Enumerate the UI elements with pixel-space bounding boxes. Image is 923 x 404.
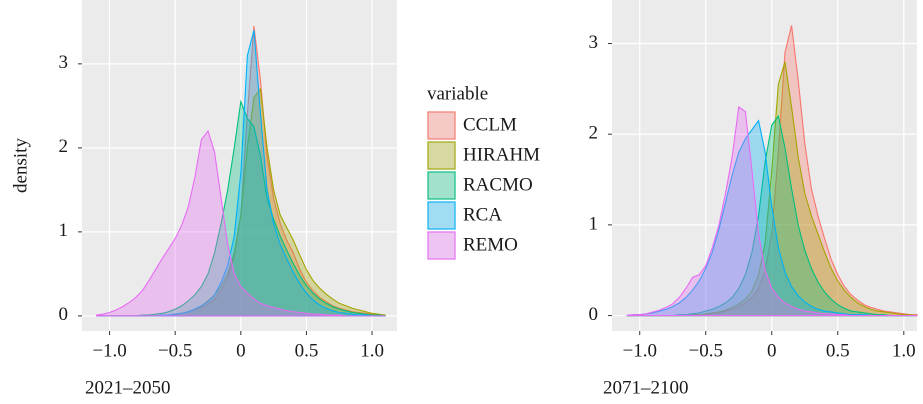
x-tick-label: −1.0 — [92, 340, 126, 361]
x-tick-label: 1.0 — [360, 340, 384, 361]
density-area — [626, 106, 917, 317]
legend-title: variable — [427, 83, 488, 104]
legend-key — [427, 141, 456, 170]
x-tick-label: −0.5 — [158, 340, 192, 361]
y-tick-label: 3 — [59, 52, 69, 73]
x-tick-label: 0 — [767, 340, 777, 361]
y-tick-label: 1 — [59, 220, 69, 241]
legend-key — [427, 171, 456, 200]
legend-key-bg — [427, 201, 456, 230]
x-tick-label: 0.5 — [826, 340, 850, 361]
y-tick-label: 0 — [59, 304, 69, 325]
legend-key — [427, 201, 456, 230]
legend-key — [427, 231, 456, 260]
y-tick-label: 0 — [589, 304, 599, 325]
x-tick-label: −0.5 — [689, 340, 723, 361]
legend-key-bg — [427, 141, 456, 170]
density-area — [95, 129, 386, 317]
legend-label: RCA — [463, 204, 502, 225]
x-tick-label: 1.0 — [892, 340, 916, 361]
caption: 2021–2050 — [85, 377, 171, 398]
legend-label: REMO — [463, 234, 518, 255]
legend-key-bg — [427, 231, 456, 260]
y-tick-label: 2 — [59, 136, 69, 157]
y-tick-label: 3 — [589, 32, 599, 53]
legend-label: RACMO — [463, 174, 533, 195]
legend-key — [427, 111, 456, 140]
legend-key-bg — [427, 171, 456, 200]
legend-label: CCLM — [463, 114, 517, 135]
legend-key-bg — [427, 111, 456, 140]
y-axis-label: density — [10, 138, 31, 193]
x-tick-label: 0 — [236, 340, 246, 361]
x-tick-label: −1.0 — [622, 340, 656, 361]
plot-background — [82, 0, 397, 331]
x-tick-label: 0.5 — [295, 340, 319, 361]
y-tick-label: 1 — [589, 213, 599, 234]
caption: 2071–2100 — [603, 377, 689, 398]
y-tick-label: 2 — [589, 123, 599, 144]
legend-label: HIRAHM — [463, 144, 540, 165]
